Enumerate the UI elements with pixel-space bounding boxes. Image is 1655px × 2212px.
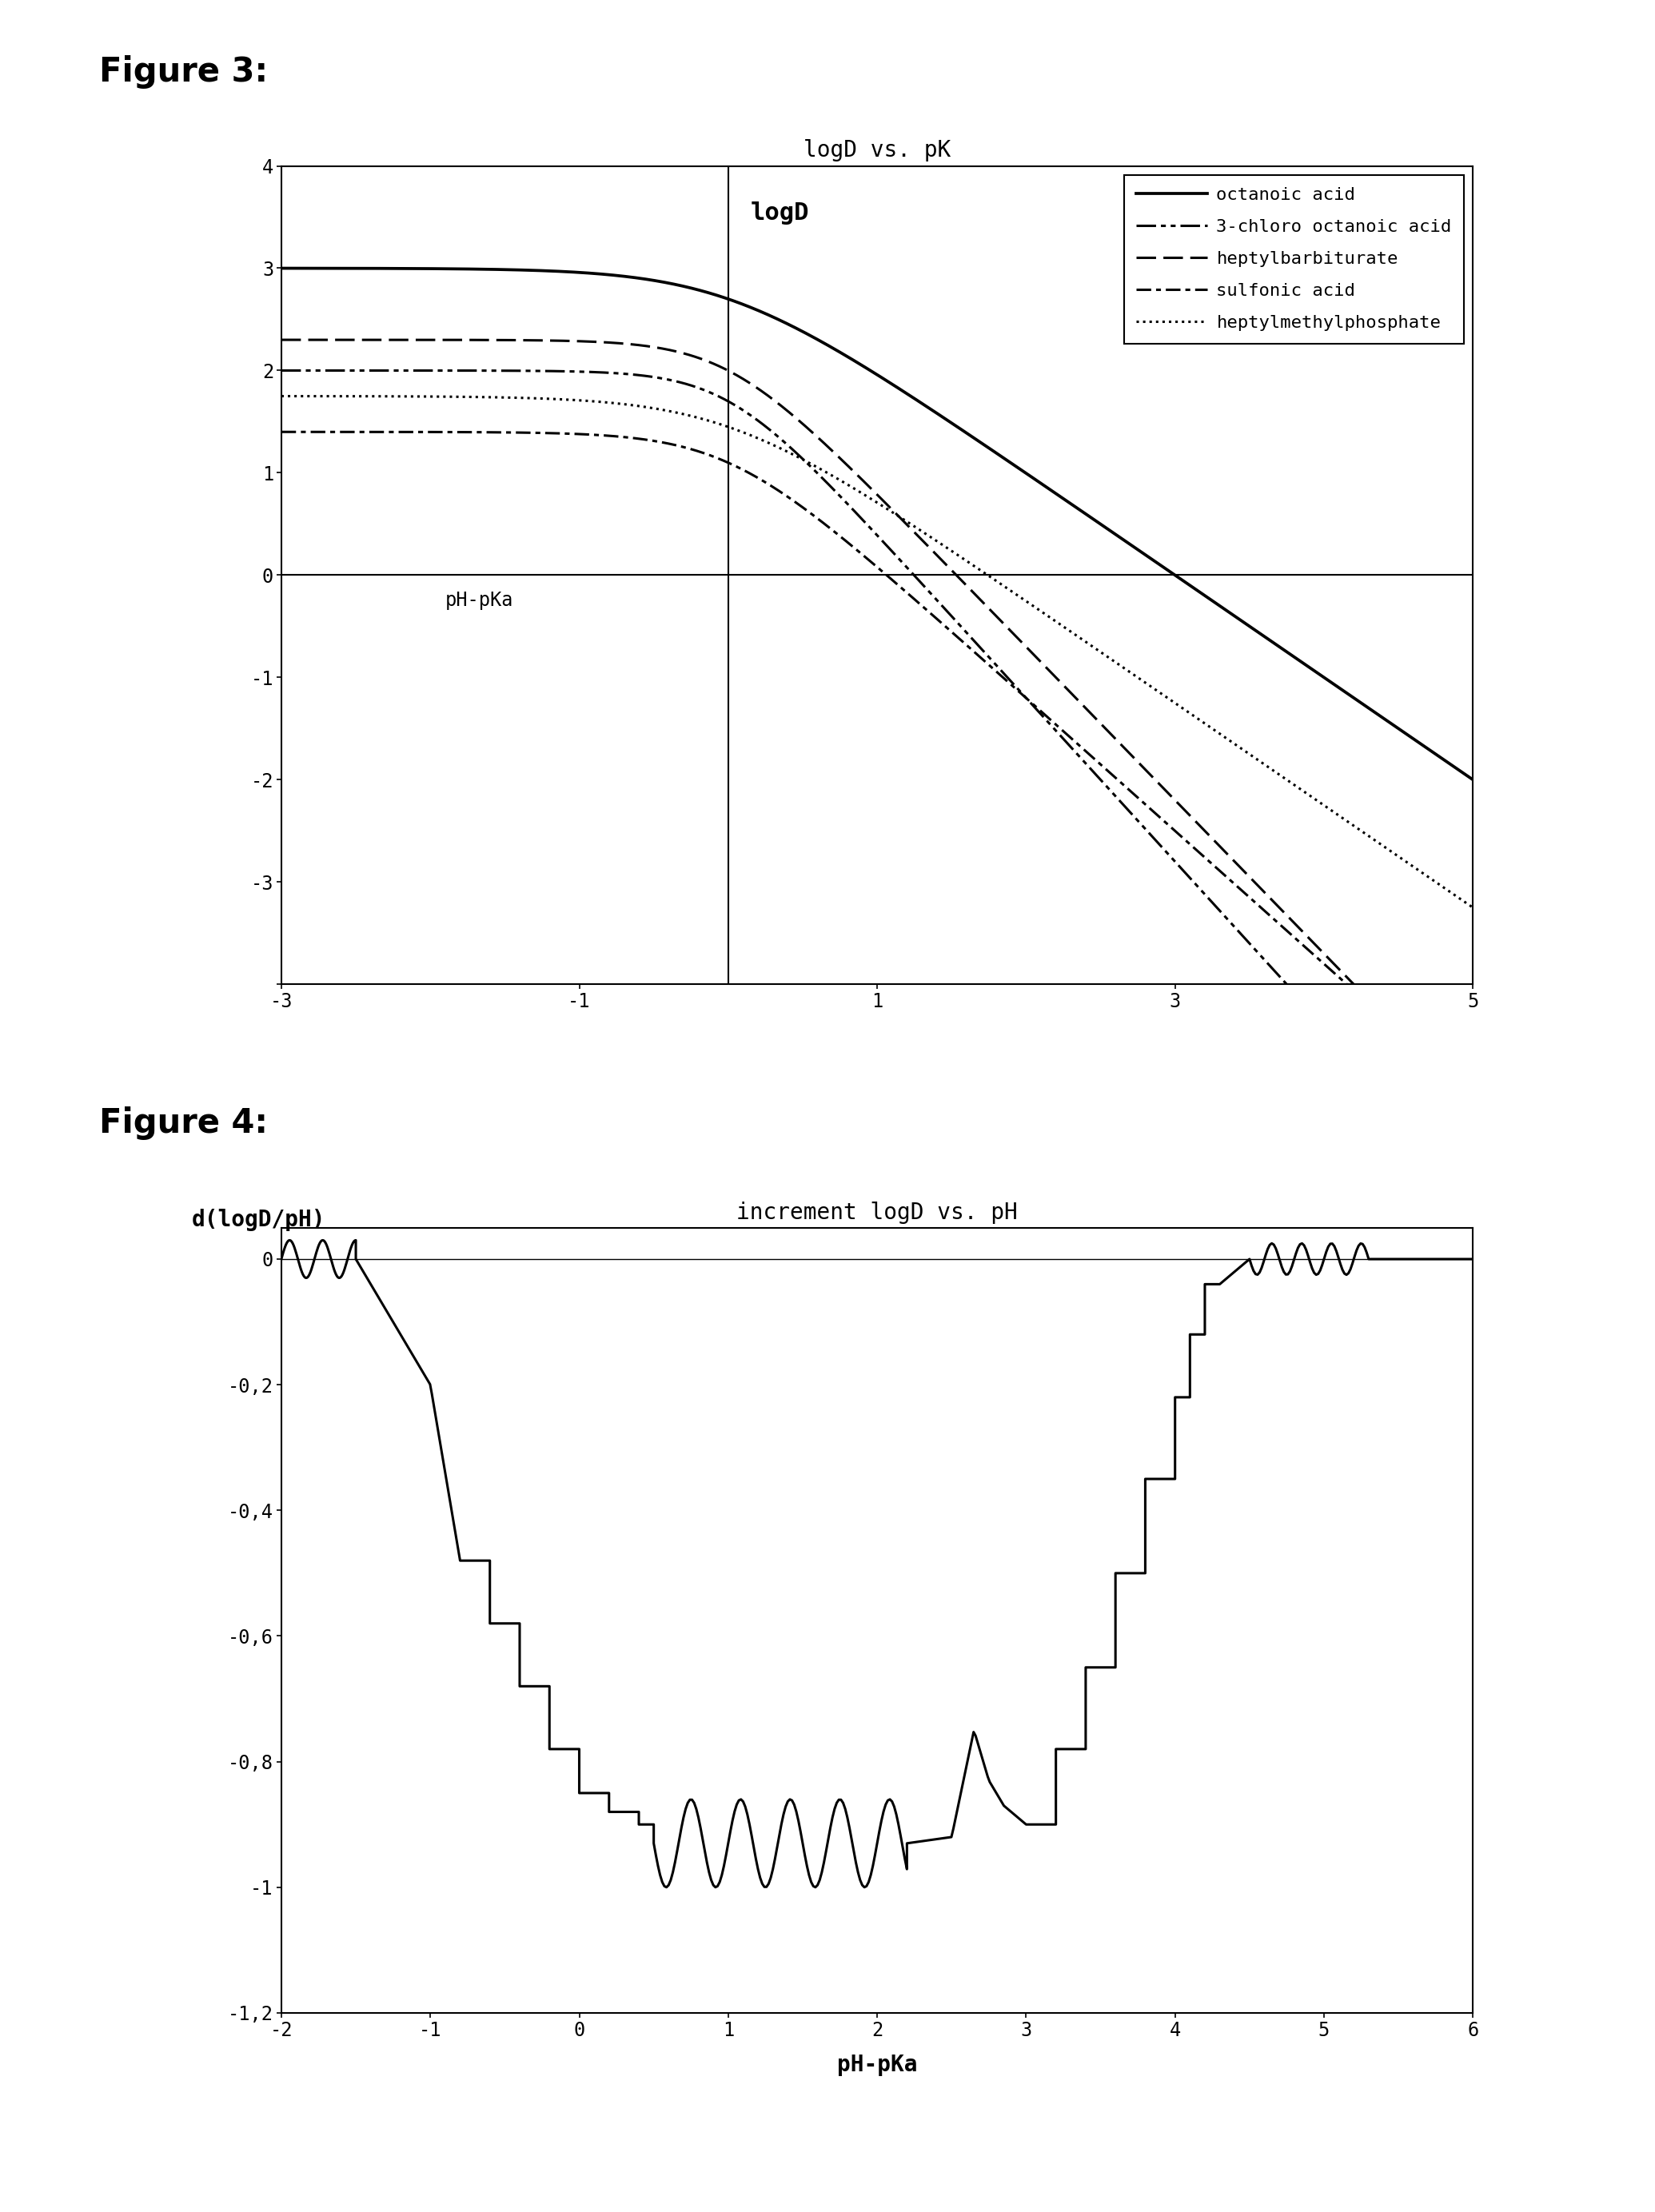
- Line: heptylbarbiturate: heptylbarbiturate: [281, 341, 1473, 1108]
- heptylbarbiturate: [333, 327, 353, 354]
- X-axis label: pH-pKa: pH-pKa: [837, 2053, 917, 2077]
- octanoic acid: [1463, 768, 1483, 794]
- heptylmethylphosphate: [1210, 721, 1230, 748]
- heptylbarbiturate: [271, 327, 291, 354]
- octanoic acid: [1428, 743, 1448, 770]
- octanoic acid: [851, 352, 871, 378]
- 3-chloro octanoic acid: [333, 358, 353, 385]
- sulfonic acid: [819, 513, 839, 540]
- Text: pH-pKa: pH-pKa: [445, 591, 513, 611]
- heptylbarbiturate: [819, 434, 839, 460]
- heptylbarbiturate: [1428, 1057, 1448, 1084]
- Line: octanoic acid: octanoic acid: [281, 268, 1473, 781]
- octanoic acid: [271, 254, 291, 281]
- Title: logD vs. pK: logD vs. pK: [803, 139, 952, 161]
- 3-chloro octanoic acid: [1210, 898, 1230, 925]
- sulfonic acid: [1463, 1084, 1483, 1110]
- heptylbarbiturate: [1428, 1057, 1448, 1084]
- Line: sulfonic acid: sulfonic acid: [281, 431, 1473, 1097]
- heptylmethylphosphate: [271, 383, 291, 409]
- Text: Figure 3:: Figure 3:: [99, 55, 268, 88]
- 3-chloro octanoic acid: [271, 358, 291, 385]
- heptylbarbiturate: [1463, 1095, 1483, 1121]
- octanoic acid: [819, 332, 839, 358]
- Line: heptylmethylphosphate: heptylmethylphosphate: [281, 396, 1473, 907]
- Text: logD: logD: [751, 201, 809, 226]
- sulfonic acid: [271, 418, 291, 445]
- octanoic acid: [1210, 593, 1230, 619]
- sulfonic acid: [851, 540, 871, 566]
- Title: increment logD vs. pH: increment logD vs. pH: [736, 1201, 1018, 1223]
- octanoic acid: [333, 254, 353, 281]
- heptylmethylphosphate: [1428, 872, 1448, 898]
- 3-chloro octanoic acid: [1463, 1177, 1483, 1203]
- sulfonic acid: [1210, 858, 1230, 885]
- sulfonic acid: [1428, 1053, 1448, 1079]
- heptylmethylphosphate: [819, 460, 839, 487]
- heptylmethylphosphate: [333, 383, 353, 409]
- 3-chloro octanoic acid: [819, 471, 839, 498]
- Text: d(logD/pH): d(logD/pH): [192, 1208, 326, 1230]
- heptylmethylphosphate: [1463, 894, 1483, 920]
- Text: Figure 4:: Figure 4:: [99, 1106, 268, 1139]
- Legend: octanoic acid, 3-chloro octanoic acid, heptylbarbiturate, sulfonic acid, heptylm: octanoic acid, 3-chloro octanoic acid, h…: [1124, 175, 1465, 343]
- 3-chloro octanoic acid: [1428, 1137, 1448, 1164]
- 3-chloro octanoic acid: [1428, 1137, 1448, 1164]
- 3-chloro octanoic acid: [851, 504, 871, 531]
- heptylmethylphosphate: [1428, 869, 1448, 896]
- sulfonic acid: [333, 418, 353, 445]
- heptylbarbiturate: [1210, 834, 1230, 860]
- Line: 3-chloro octanoic acid: 3-chloro octanoic acid: [281, 372, 1473, 1190]
- sulfonic acid: [1428, 1053, 1448, 1079]
- heptylmethylphosphate: [851, 480, 871, 507]
- octanoic acid: [1428, 743, 1448, 770]
- heptylbarbiturate: [851, 465, 871, 491]
